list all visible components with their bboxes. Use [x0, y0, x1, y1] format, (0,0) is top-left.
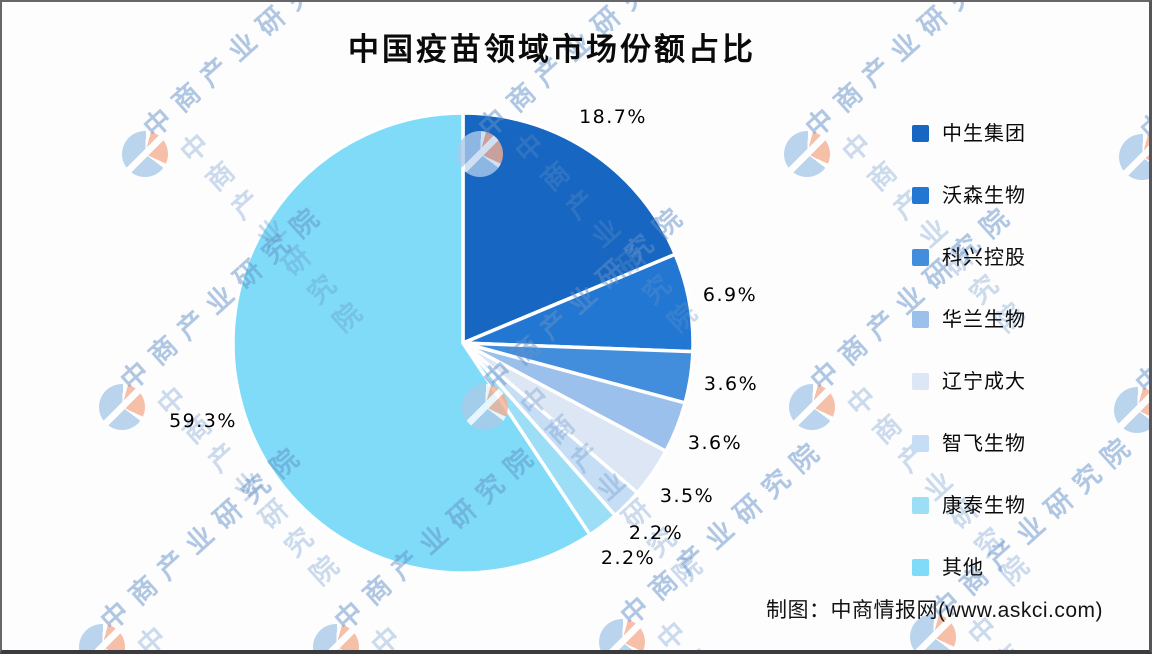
legend-label: 其他	[942, 556, 984, 579]
pie-value-label: 3.6%	[687, 432, 743, 454]
legend-item-5: 辽宁成大	[912, 369, 1026, 393]
pie-slice-1	[461, 111, 677, 345]
pie-slice-8	[231, 111, 592, 575]
legend-item-4: 华兰生物	[912, 307, 1026, 331]
legend-label: 科兴控股	[942, 246, 1026, 269]
pie-value-label: 3.5%	[659, 485, 715, 507]
legend-swatch-icon	[912, 310, 929, 328]
legend-swatch-icon	[912, 124, 929, 142]
legend-swatch-icon	[912, 248, 929, 266]
legend-item-3: 科兴控股	[912, 245, 1026, 269]
legend-label: 沃森生物	[942, 184, 1026, 207]
legend-swatch-icon	[912, 372, 929, 390]
pie-value-label: 59.3%	[169, 410, 237, 432]
pie-value-label: 6.9%	[702, 284, 758, 306]
legend-swatch-icon	[912, 496, 929, 514]
legend-swatch-icon	[912, 558, 929, 576]
legend-item-1: 中生集团	[912, 121, 1026, 145]
pie-value-label: 18.7%	[579, 106, 647, 128]
legend-item-7: 康泰生物	[912, 493, 1026, 517]
legend-swatch-icon	[912, 434, 929, 452]
legend-label: 华兰生物	[942, 308, 1026, 331]
chart-title: 中国疫苗领域市场份额占比	[348, 32, 756, 67]
legend-label: 辽宁成大	[942, 370, 1026, 393]
pie-value-label: 2.2%	[628, 522, 684, 544]
pie-value-label: 3.6%	[703, 373, 759, 395]
legend-item-6: 智飞生物	[912, 431, 1026, 455]
legend-item-8: 其他	[912, 555, 1026, 579]
legend-item-2: 沃森生物	[912, 183, 1026, 207]
legend-label: 中生集团	[942, 122, 1026, 145]
legend: 中生集团沃森生物科兴控股华兰生物辽宁成大智飞生物康泰生物其他	[912, 121, 1026, 579]
legend-label: 智飞生物	[942, 432, 1026, 455]
legend-label: 康泰生物	[942, 494, 1026, 517]
pie-value-label: 2.2%	[600, 547, 656, 569]
legend-swatch-icon	[912, 186, 929, 204]
attribution-text: 制图：中商情报网(www.askci.com)	[765, 599, 1103, 622]
